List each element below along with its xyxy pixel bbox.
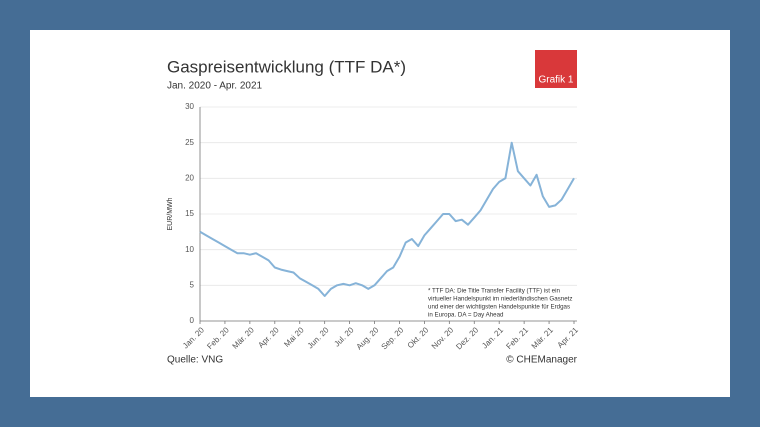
y-tick-label: 5 [190, 280, 195, 289]
y-axis-label: EUR/MWh [167, 197, 174, 230]
footnote: in Europa. DA = Day Ahead [428, 312, 504, 319]
card [30, 30, 730, 397]
source: Quelle: VNG [167, 355, 223, 366]
y-tick-label: 20 [185, 173, 194, 182]
line-series [199, 141, 575, 297]
copyright: © CHEManager [506, 355, 577, 366]
footnote: * TTF DA: Die Title Transfer Facility (T… [428, 288, 560, 295]
y-tick-label: 0 [190, 316, 195, 325]
chart-title: Gaspreisentwicklung (TTF DA*) [167, 57, 406, 76]
y-tick-label: 25 [185, 138, 194, 147]
chart-subtitle: Jan. 2020 - Apr. 2021 [167, 81, 263, 92]
y-tick-label: 15 [185, 209, 194, 218]
footnote: virtueller Handelspunkt im niederländisc… [428, 296, 572, 303]
badge: Grafik 1 [538, 75, 573, 86]
footnote: und einer der wichtigsten Handelspunkte … [428, 304, 570, 311]
badge-box [535, 50, 577, 88]
y-tick-label: 30 [185, 102, 194, 111]
y-tick-label: 10 [185, 245, 194, 254]
